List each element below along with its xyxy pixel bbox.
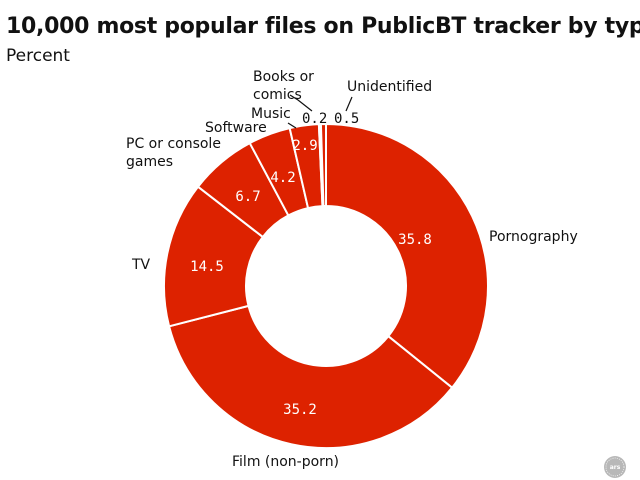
chart-labels: 35.8 Pornography 35.2 Film (non-porn) 14.5 TV… <box>126 69 578 470</box>
leader-line-books-or-comics <box>289 94 313 112</box>
category-label-line: Pornography <box>489 229 578 245</box>
slice-film-non-porn <box>167 304 454 449</box>
category-label-music: Music <box>251 106 291 122</box>
logo-text: ars <box>610 464 621 471</box>
chart-title: 10,000 most popular files on PublicBT tr… <box>6 14 640 39</box>
value-label-unidentified: 0.5 <box>334 111 359 127</box>
category-label-software: Software <box>205 120 267 136</box>
value-label-software: 4.2 <box>270 170 295 186</box>
slice-pornography <box>325 122 489 390</box>
ars-logo-icon: ars <box>604 456 626 478</box>
value-label-tv: 14.5 <box>190 259 224 275</box>
leader-line-unidentified <box>345 96 353 112</box>
slice-unidentified <box>319 122 327 208</box>
donut-slices <box>163 122 489 449</box>
category-label-books-or-comics: Books or comics <box>253 69 314 103</box>
category-label-line: Music <box>251 106 291 122</box>
category-label-line: comics <box>253 87 302 103</box>
category-label-line: Film (non-porn) <box>232 454 339 470</box>
category-label-unidentified: Unidentified <box>347 79 432 95</box>
chart-subtitle: Percent <box>6 46 70 66</box>
category-label-film-non-porn: Film (non-porn) <box>232 454 339 470</box>
category-label-line: Software <box>205 120 267 136</box>
leader-lines <box>287 94 353 129</box>
category-label-line: PC or console <box>126 136 221 152</box>
value-label-books-or-comics: 0.2 <box>302 111 327 127</box>
value-label-pornography: 35.8 <box>398 232 432 248</box>
leader-line-music <box>287 122 297 129</box>
category-label-tv: TV <box>131 257 151 273</box>
value-label-pc-or-console-games: 6.7 <box>235 189 260 205</box>
category-label-pornography: Pornography <box>489 229 578 245</box>
logo-ring <box>605 457 625 477</box>
category-label-pc-or-console-games: PC or console games <box>126 136 221 170</box>
category-label-line: Books or <box>253 69 314 85</box>
category-label-line: games <box>126 154 173 170</box>
category-label-line: Unidentified <box>347 79 432 95</box>
value-label-film-non-porn: 35.2 <box>283 402 317 418</box>
value-label-music: 2.9 <box>292 138 317 154</box>
category-label-line: TV <box>131 257 151 273</box>
logo-circle <box>604 456 626 478</box>
